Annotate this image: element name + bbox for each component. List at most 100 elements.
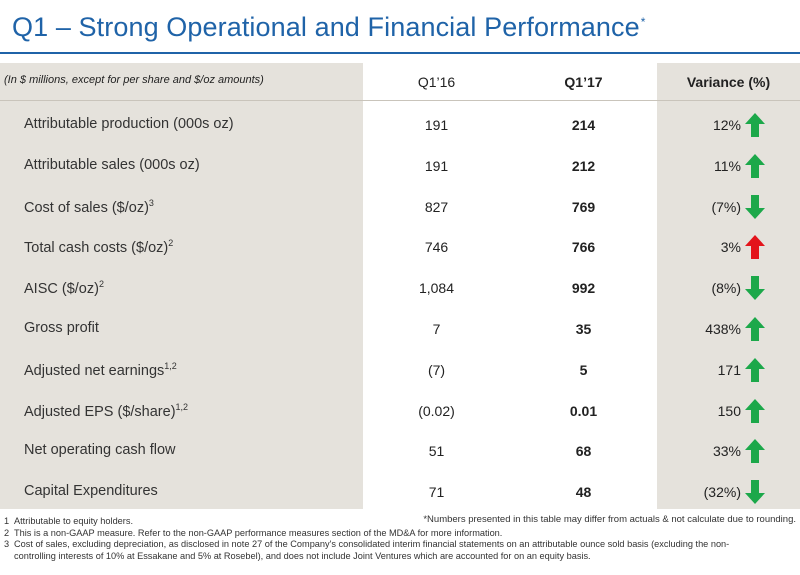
table-row: Total cash costs ($/oz)2 746 766 3% (0, 227, 800, 268)
value-q1-16: 746 (424, 239, 449, 256)
arrow-up-icon (745, 317, 765, 341)
footnote-item: 2 This is a non-GAAP measure. Refer to th… (4, 528, 502, 539)
value-variance: (8%) (711, 280, 741, 297)
row-label-text: Adjusted EPS ($/share) (24, 403, 176, 420)
value-variance: (7%) (711, 198, 741, 215)
header-variance: Variance (%) (686, 74, 771, 90)
units-note: (In $ millions, except for per share and… (4, 74, 264, 86)
row-label-text: Net operating cash flow (24, 442, 176, 459)
values-column-background (363, 63, 657, 509)
footnote-number: 3 (4, 539, 10, 549)
value-variance: 171 (717, 361, 741, 378)
row-label: AISC ($/oz)2 (24, 279, 104, 297)
footnote-item: 1 Attributable to equity holders. (4, 516, 133, 527)
arrow-up-icon (745, 153, 765, 178)
row-label: Adjusted EPS ($/share)1,2 (24, 402, 188, 420)
footnote-ref: 1,2 (175, 401, 189, 412)
value-variance: 11% (714, 157, 741, 174)
value-q1-17: 214 (571, 117, 596, 133)
footnote-ref: 2 (168, 238, 174, 249)
value-q1-16: (7) (427, 361, 446, 378)
arrow-down-icon (745, 276, 765, 301)
row-label-text: AISC ($/oz) (24, 281, 99, 298)
footnote-number: 2 (4, 527, 10, 538)
value-variance: 150 (717, 402, 741, 419)
row-label-text: Cost of sales ($/oz) (24, 199, 149, 216)
row-label: Capital Expenditures (24, 483, 158, 499)
row-label-text: Gross profit (24, 320, 99, 336)
value-variance: 12% (712, 117, 741, 133)
value-q1-17: 0.01 (569, 402, 598, 419)
arrow-up-icon (745, 439, 765, 464)
footnote-ref: 2 (98, 279, 104, 290)
value-q1-17: 48 (575, 484, 592, 501)
value-q1-17: 992 (571, 280, 596, 297)
row-label-text: Total cash costs ($/oz) (24, 240, 169, 257)
table-row: Cost of sales ($/oz)3 827 769 (7%) (0, 187, 800, 228)
rounding-disclaimer: *Numbers presented in this table may dif… (423, 514, 796, 525)
row-label-text: Attributable production (000s oz) (24, 116, 234, 132)
table-row: Net operating cash flow 51 68 33% (0, 431, 800, 472)
footnote-text: Attributable to equity holders. (14, 516, 133, 526)
variance-column-background (657, 63, 800, 509)
footnote-text: This is a non-GAAP measure. Refer to the… (14, 527, 503, 538)
row-label: Attributable production (000s oz) (24, 116, 234, 132)
row-label-text: Capital Expenditures (24, 483, 158, 500)
value-q1-17: 35 (575, 321, 592, 337)
value-variance: (32%) (703, 484, 741, 501)
row-label: Gross profit (24, 320, 99, 336)
value-q1-17: 68 (575, 443, 592, 460)
value-q1-16: 1,084 (418, 280, 455, 297)
header-q1-17: Q1’17 (564, 74, 603, 90)
footnote-ref: 3 (148, 197, 154, 208)
table-header: (In $ millions, except for per share and… (0, 63, 800, 101)
footnote-text: controlling interests of 10% at Essakane… (14, 550, 591, 561)
performance-table: (In $ millions, except for per share and… (0, 63, 800, 509)
title-divider (0, 52, 800, 54)
table-row: Capital Expenditures 71 48 (32%) (0, 472, 800, 513)
row-label: Cost of sales ($/oz)3 (24, 198, 154, 216)
footnote-ref: 1,2 (164, 360, 177, 371)
footnote-text: Cost of sales, excluding depreciation, a… (14, 539, 730, 549)
value-q1-17: 766 (571, 239, 596, 256)
value-q1-17: 5 (579, 361, 588, 378)
value-q1-16: 71 (428, 484, 445, 501)
table-row: Attributable production (000s oz) 191 214 1… (0, 105, 800, 146)
footnote-item: controlling interests of 10% at Essakane… (4, 551, 591, 562)
table-row: Gross profit 7 35 438% (0, 309, 800, 350)
arrow-down-icon (745, 194, 765, 219)
value-variance: 33% (712, 443, 741, 460)
value-q1-16: 191 (424, 117, 449, 133)
value-q1-17: 769 (571, 198, 596, 215)
value-q1-16: (0.02) (418, 402, 455, 419)
label-column-background (0, 63, 363, 509)
page-title: Q1 – Strong Operational and Financial Pe… (12, 12, 646, 43)
row-label-text: Attributable sales (000s oz) (24, 156, 200, 173)
footnote-number: 1 (4, 516, 10, 526)
value-q1-17: 212 (571, 157, 596, 174)
row-label: Adjusted net earnings1,2 (24, 361, 177, 379)
table-row: AISC ($/oz)2 1,084 992 (8%) (0, 268, 800, 309)
row-label: Total cash costs ($/oz)2 (24, 238, 173, 256)
value-variance: 3% (720, 239, 741, 256)
arrow-down-icon (745, 480, 765, 505)
arrow-up-icon (745, 357, 765, 382)
table-row: Attributable sales (000s oz) 191 212 11% (0, 146, 800, 187)
table-row: Adjusted EPS ($/share)1,2 (0.02) 0.01 150 (0, 391, 800, 432)
arrow-up-icon (745, 235, 765, 260)
value-q1-16: 827 (424, 198, 449, 215)
arrow-up-icon (745, 113, 765, 137)
value-variance: 438% (705, 321, 741, 337)
value-q1-16: 51 (428, 443, 445, 460)
arrow-up-icon (745, 398, 765, 423)
title-asterisk: * (640, 15, 646, 29)
table-row: Adjusted net earnings1,2 (7) 5 171 (0, 350, 800, 391)
header-q1-16: Q1’16 (417, 74, 456, 90)
value-q1-16: 7 (432, 321, 441, 337)
footnote-item: 3 Cost of sales, excluding depreciation, … (4, 539, 729, 550)
row-label: Net operating cash flow (24, 442, 176, 458)
page-title-text: Q1 – Strong Operational and Financial Pe… (12, 12, 640, 42)
value-q1-16: 191 (424, 157, 449, 174)
row-label-text: Adjusted net earnings (24, 362, 165, 379)
row-label: Attributable sales (000s oz) (24, 157, 200, 173)
